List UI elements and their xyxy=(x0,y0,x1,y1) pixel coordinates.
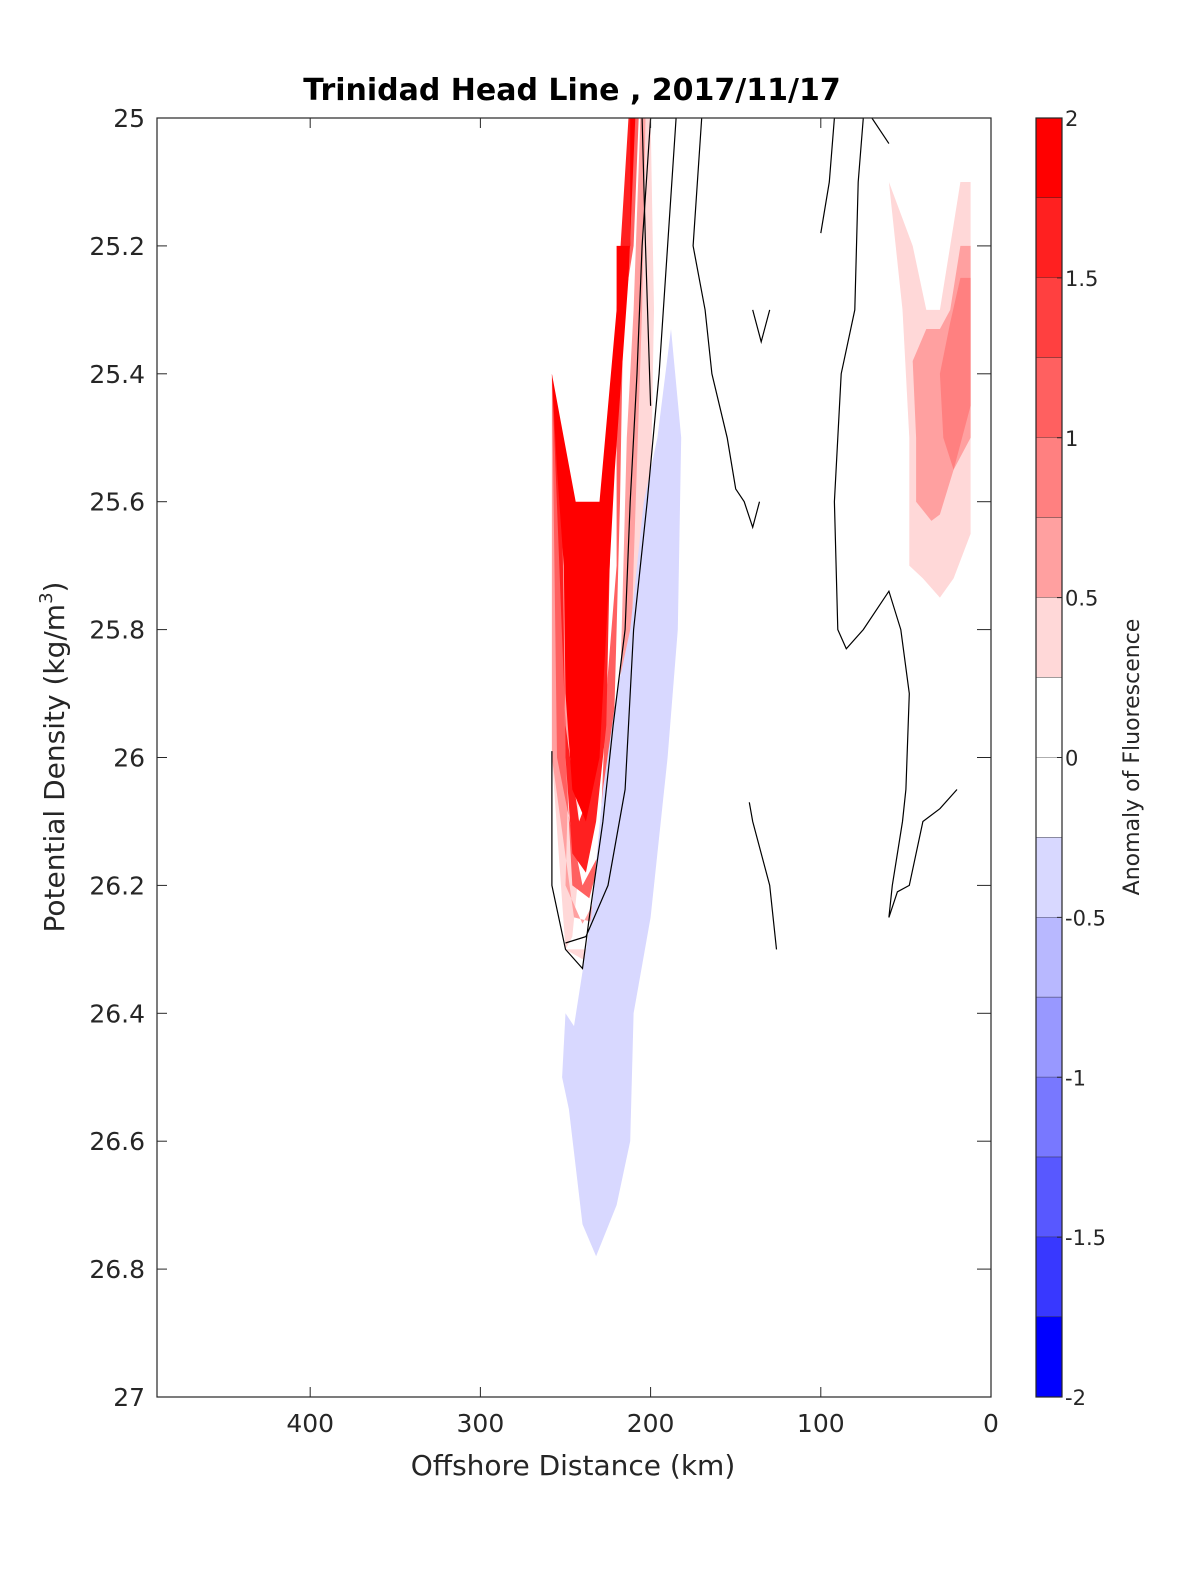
y-tick-label: 25.2 xyxy=(89,232,145,261)
contour-line-3 xyxy=(752,309,771,345)
colorbar-tick-label: 1 xyxy=(1065,427,1078,451)
colorbar-level-15 xyxy=(1036,1317,1062,1397)
colorbar-level-0 xyxy=(1036,118,1062,198)
colorbar-level-13 xyxy=(1036,1157,1062,1238)
contour-line-0 xyxy=(551,118,677,970)
colorbar-level-2 xyxy=(1036,277,1062,358)
x-axis-label: Offshore Distance (km) xyxy=(411,1449,736,1482)
filled-contour-region-4 xyxy=(551,118,636,822)
y-axis-label-suffix: ) xyxy=(38,582,71,593)
x-tick-label: 200 xyxy=(627,1409,675,1438)
y-axis-label-main: Potential Density (kg/m xyxy=(38,604,71,933)
colorbar-level-12 xyxy=(1036,1077,1062,1158)
colorbar-level-5 xyxy=(1036,517,1062,598)
y-tick-label: 26 xyxy=(113,744,145,773)
y-tick-label: 26.8 xyxy=(89,1255,145,1284)
y-axis-label-superscript: 3 xyxy=(36,592,57,603)
colorbar-level-6 xyxy=(1036,597,1062,678)
filled-contour-region-8 xyxy=(939,277,971,470)
colorbar-ticks: 2 1.5 1 0.5 0 -0.5 -1 -1.5 -2 xyxy=(1057,107,1106,1410)
filled-contour-region-3 xyxy=(551,118,634,873)
colorbar-level-3 xyxy=(1036,357,1062,438)
colorbar-level-8 xyxy=(1036,757,1062,838)
colorbar-level-7 xyxy=(1036,677,1062,758)
y-tick-label: 27 xyxy=(113,1383,145,1412)
filled-contour-layer xyxy=(551,118,971,1257)
colorbar-level-10 xyxy=(1036,917,1062,998)
x-tick-label: 100 xyxy=(797,1409,845,1438)
colorbar-level-14 xyxy=(1036,1237,1062,1318)
filled-contour-region-5 xyxy=(562,329,682,1257)
colorbar-level-9 xyxy=(1036,837,1062,918)
colorbar-tick-label: -0.5 xyxy=(1065,906,1106,930)
colorbar-tick-label: -1.5 xyxy=(1065,1226,1106,1250)
y-tick-label: 25.4 xyxy=(89,360,145,389)
chart-title: Trinidad Head Line , 2017/11/17 xyxy=(303,73,840,108)
x-tick-label: 300 xyxy=(457,1409,505,1438)
y-axis-label: Potential Density (kg/m3) xyxy=(36,582,71,933)
colorbar-tick-label: 0 xyxy=(1065,747,1078,771)
contour-line-1 xyxy=(641,118,652,406)
colorbar xyxy=(1036,118,1062,1398)
colorbar-label: Anomaly of Fluorescence xyxy=(1120,619,1145,896)
contour-line-2 xyxy=(692,118,761,530)
contour-line-5 xyxy=(871,118,890,144)
y-tick-label: 26.6 xyxy=(89,1127,145,1156)
colorbar-tick-label: -1 xyxy=(1065,1066,1086,1090)
x-axis-ticks: 400 300 200 100 0 xyxy=(286,118,999,1438)
contour-line-4 xyxy=(820,118,958,918)
colorbar-tick-label: 2 xyxy=(1065,107,1078,131)
x-tick-label: 0 xyxy=(983,1409,999,1438)
colorbar-tick-label: 0.5 xyxy=(1065,587,1098,611)
x-tick-label: 400 xyxy=(286,1409,334,1438)
colorbar-level-4 xyxy=(1036,437,1062,518)
y-tick-label: 25 xyxy=(113,104,145,133)
colorbar-level-1 xyxy=(1036,197,1062,278)
contour-line-6 xyxy=(748,802,778,950)
contour-line-layer xyxy=(551,118,958,970)
colorbar-level-11 xyxy=(1036,997,1062,1078)
colorbar-tick-label: -2 xyxy=(1065,1386,1086,1410)
y-tick-label: 25.8 xyxy=(89,616,145,645)
y-tick-label: 26.2 xyxy=(89,871,145,900)
colorbar-tick-label: 1.5 xyxy=(1065,267,1098,291)
y-tick-label: 25.6 xyxy=(89,488,145,517)
y-tick-label: 26.4 xyxy=(89,999,145,1028)
y-axis-ticks: 25 25.2 25.4 25.6 25.8 26 26.2 26.4 26.6 26.8 27 xyxy=(89,104,991,1412)
